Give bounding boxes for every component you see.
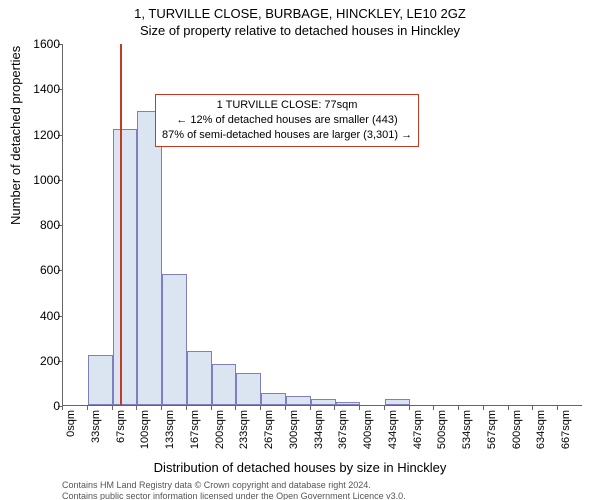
xtick-label: 0sqm (65, 410, 77, 470)
xtick-label: 500sqm (436, 410, 448, 470)
histogram-bar (261, 393, 286, 405)
xtick-label: 600sqm (511, 410, 523, 470)
ytick-label: 1600 (10, 37, 60, 51)
xtick-label: 167sqm (189, 410, 201, 470)
xtick-mark (285, 406, 286, 410)
footer-line1: Contains HM Land Registry data © Crown c… (62, 480, 371, 490)
xtick-label: 667sqm (560, 410, 572, 470)
xtick-label: 267sqm (263, 410, 275, 470)
ytick-label: 1200 (10, 128, 60, 142)
annotation-box: 1 TURVILLE CLOSE: 77sqm ← 12% of detache… (155, 94, 419, 147)
xtick-mark (359, 406, 360, 410)
xtick-label: 567sqm (486, 410, 498, 470)
xtick-mark (334, 406, 335, 410)
xtick-mark (62, 406, 63, 410)
ytick-label: 1400 (10, 82, 60, 96)
xtick-mark (87, 406, 88, 410)
xtick-label: 634sqm (535, 410, 547, 470)
xtick-mark (384, 406, 385, 410)
xtick-mark (235, 406, 236, 410)
ytick-label: 1000 (10, 173, 60, 187)
ytick-label: 0 (10, 399, 60, 413)
xtick-label: 200sqm (214, 410, 226, 470)
chart-title-line2: Size of property relative to detached ho… (0, 23, 600, 38)
xtick-label: 334sqm (313, 410, 325, 470)
xtick-label: 133sqm (164, 410, 176, 470)
footer-attribution: Contains HM Land Registry data © Crown c… (62, 480, 582, 500)
histogram-bar (137, 111, 162, 405)
xtick-mark (112, 406, 113, 410)
xtick-mark (508, 406, 509, 410)
xtick-label: 100sqm (139, 410, 151, 470)
annotation-line2: ← 12% of detached houses are smaller (44… (162, 113, 412, 128)
ytick-label: 200 (10, 354, 60, 368)
histogram-bar (336, 402, 361, 405)
ytick-label: 800 (10, 218, 60, 232)
chart-root: { "chart": { "type": "histogram", "title… (0, 0, 600, 500)
xtick-label: 367sqm (337, 410, 349, 470)
xtick-label: 467sqm (412, 410, 424, 470)
histogram-bar (162, 274, 187, 405)
histogram-bar (113, 129, 138, 405)
xtick-mark (161, 406, 162, 410)
annotation-line1: 1 TURVILLE CLOSE: 77sqm (162, 98, 412, 113)
histogram-bar (286, 396, 311, 405)
footer-line2: Contains public sector information licen… (62, 491, 406, 500)
histogram-bar (311, 399, 336, 405)
xtick-mark (557, 406, 558, 410)
xtick-mark (260, 406, 261, 410)
xtick-label: 434sqm (387, 410, 399, 470)
xtick-label: 300sqm (288, 410, 300, 470)
xtick-label: 534sqm (461, 410, 473, 470)
ytick-label: 600 (10, 263, 60, 277)
histogram-bar (385, 399, 410, 405)
xtick-mark (458, 406, 459, 410)
xtick-label: 233sqm (238, 410, 250, 470)
annotation-line3: 87% of semi-detached houses are larger (… (162, 128, 412, 143)
histogram-bar (236, 373, 261, 405)
xtick-mark (483, 406, 484, 410)
ytick-label: 400 (10, 309, 60, 323)
xtick-mark (409, 406, 410, 410)
xtick-mark (310, 406, 311, 410)
xtick-label: 67sqm (115, 410, 127, 470)
xtick-label: 400sqm (362, 410, 374, 470)
xtick-label: 33sqm (90, 410, 102, 470)
xtick-mark (136, 406, 137, 410)
histogram-bar (187, 351, 212, 405)
property-marker-line (120, 44, 122, 405)
histogram-bar (212, 364, 237, 405)
xtick-mark (211, 406, 212, 410)
plot-area: 1 TURVILLE CLOSE: 77sqm ← 12% of detache… (62, 44, 582, 406)
xtick-mark (186, 406, 187, 410)
xtick-mark (433, 406, 434, 410)
chart-title-line1: 1, TURVILLE CLOSE, BURBAGE, HINCKLEY, LE… (0, 6, 600, 21)
xtick-mark (532, 406, 533, 410)
histogram-bar (88, 355, 113, 405)
